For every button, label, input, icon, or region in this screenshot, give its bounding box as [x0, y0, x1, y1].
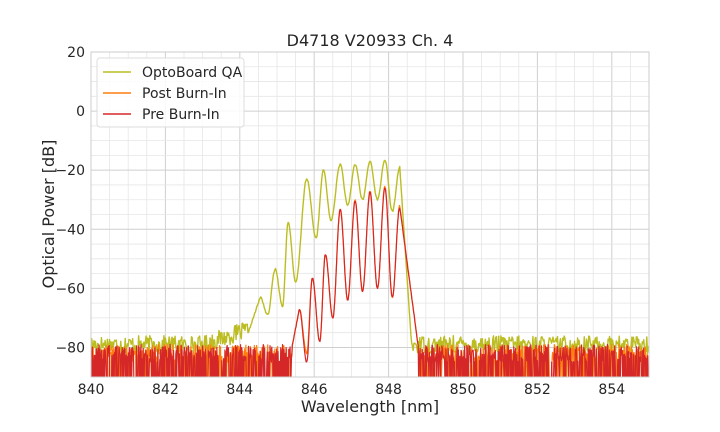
series-line-pre-burn-in [91, 187, 649, 377]
x-tick-label: 844 [226, 382, 253, 398]
legend-label-pre-burn-in: Pre Burn-In [142, 107, 220, 123]
legend-label-post-burn-in: Post Burn-In [142, 86, 227, 102]
y-tick-label: −80 [55, 340, 85, 356]
series-layer [91, 159, 649, 377]
x-tick-label: 848 [375, 382, 402, 398]
x-tick-label: 840 [78, 382, 105, 398]
x-tick-label: 852 [524, 382, 551, 398]
legend-box [96, 57, 245, 128]
legend: OptoBoard QA Post Burn-In Pre Burn-In [96, 57, 245, 128]
y-tick-label: −40 [55, 222, 85, 238]
y-tick-label: −60 [55, 281, 85, 297]
x-tick-label: 850 [450, 382, 477, 398]
y-axis-label: Optical Power [dB] [39, 140, 58, 289]
y-tick-label: 20 [67, 45, 85, 61]
chart-title: D4718 V20933 Ch. 4 [287, 31, 454, 50]
y-tick-label: −20 [55, 163, 85, 179]
legend-label-optoboard-qa: OptoBoard QA [142, 65, 243, 81]
series-line-optoboard-qa [91, 159, 649, 354]
x-tick-label: 842 [152, 382, 179, 398]
x-tick-label: 854 [598, 382, 625, 398]
plot-frame [90, 51, 650, 378]
ticks: 840 842 844 846 848 850 852 854 20 0 −20 −40 −60 −80 [55, 45, 625, 398]
x-axis-label: Wavelength [nm] [301, 397, 439, 416]
x-tick-label: 846 [301, 382, 328, 398]
y-tick-label: 0 [76, 104, 85, 120]
